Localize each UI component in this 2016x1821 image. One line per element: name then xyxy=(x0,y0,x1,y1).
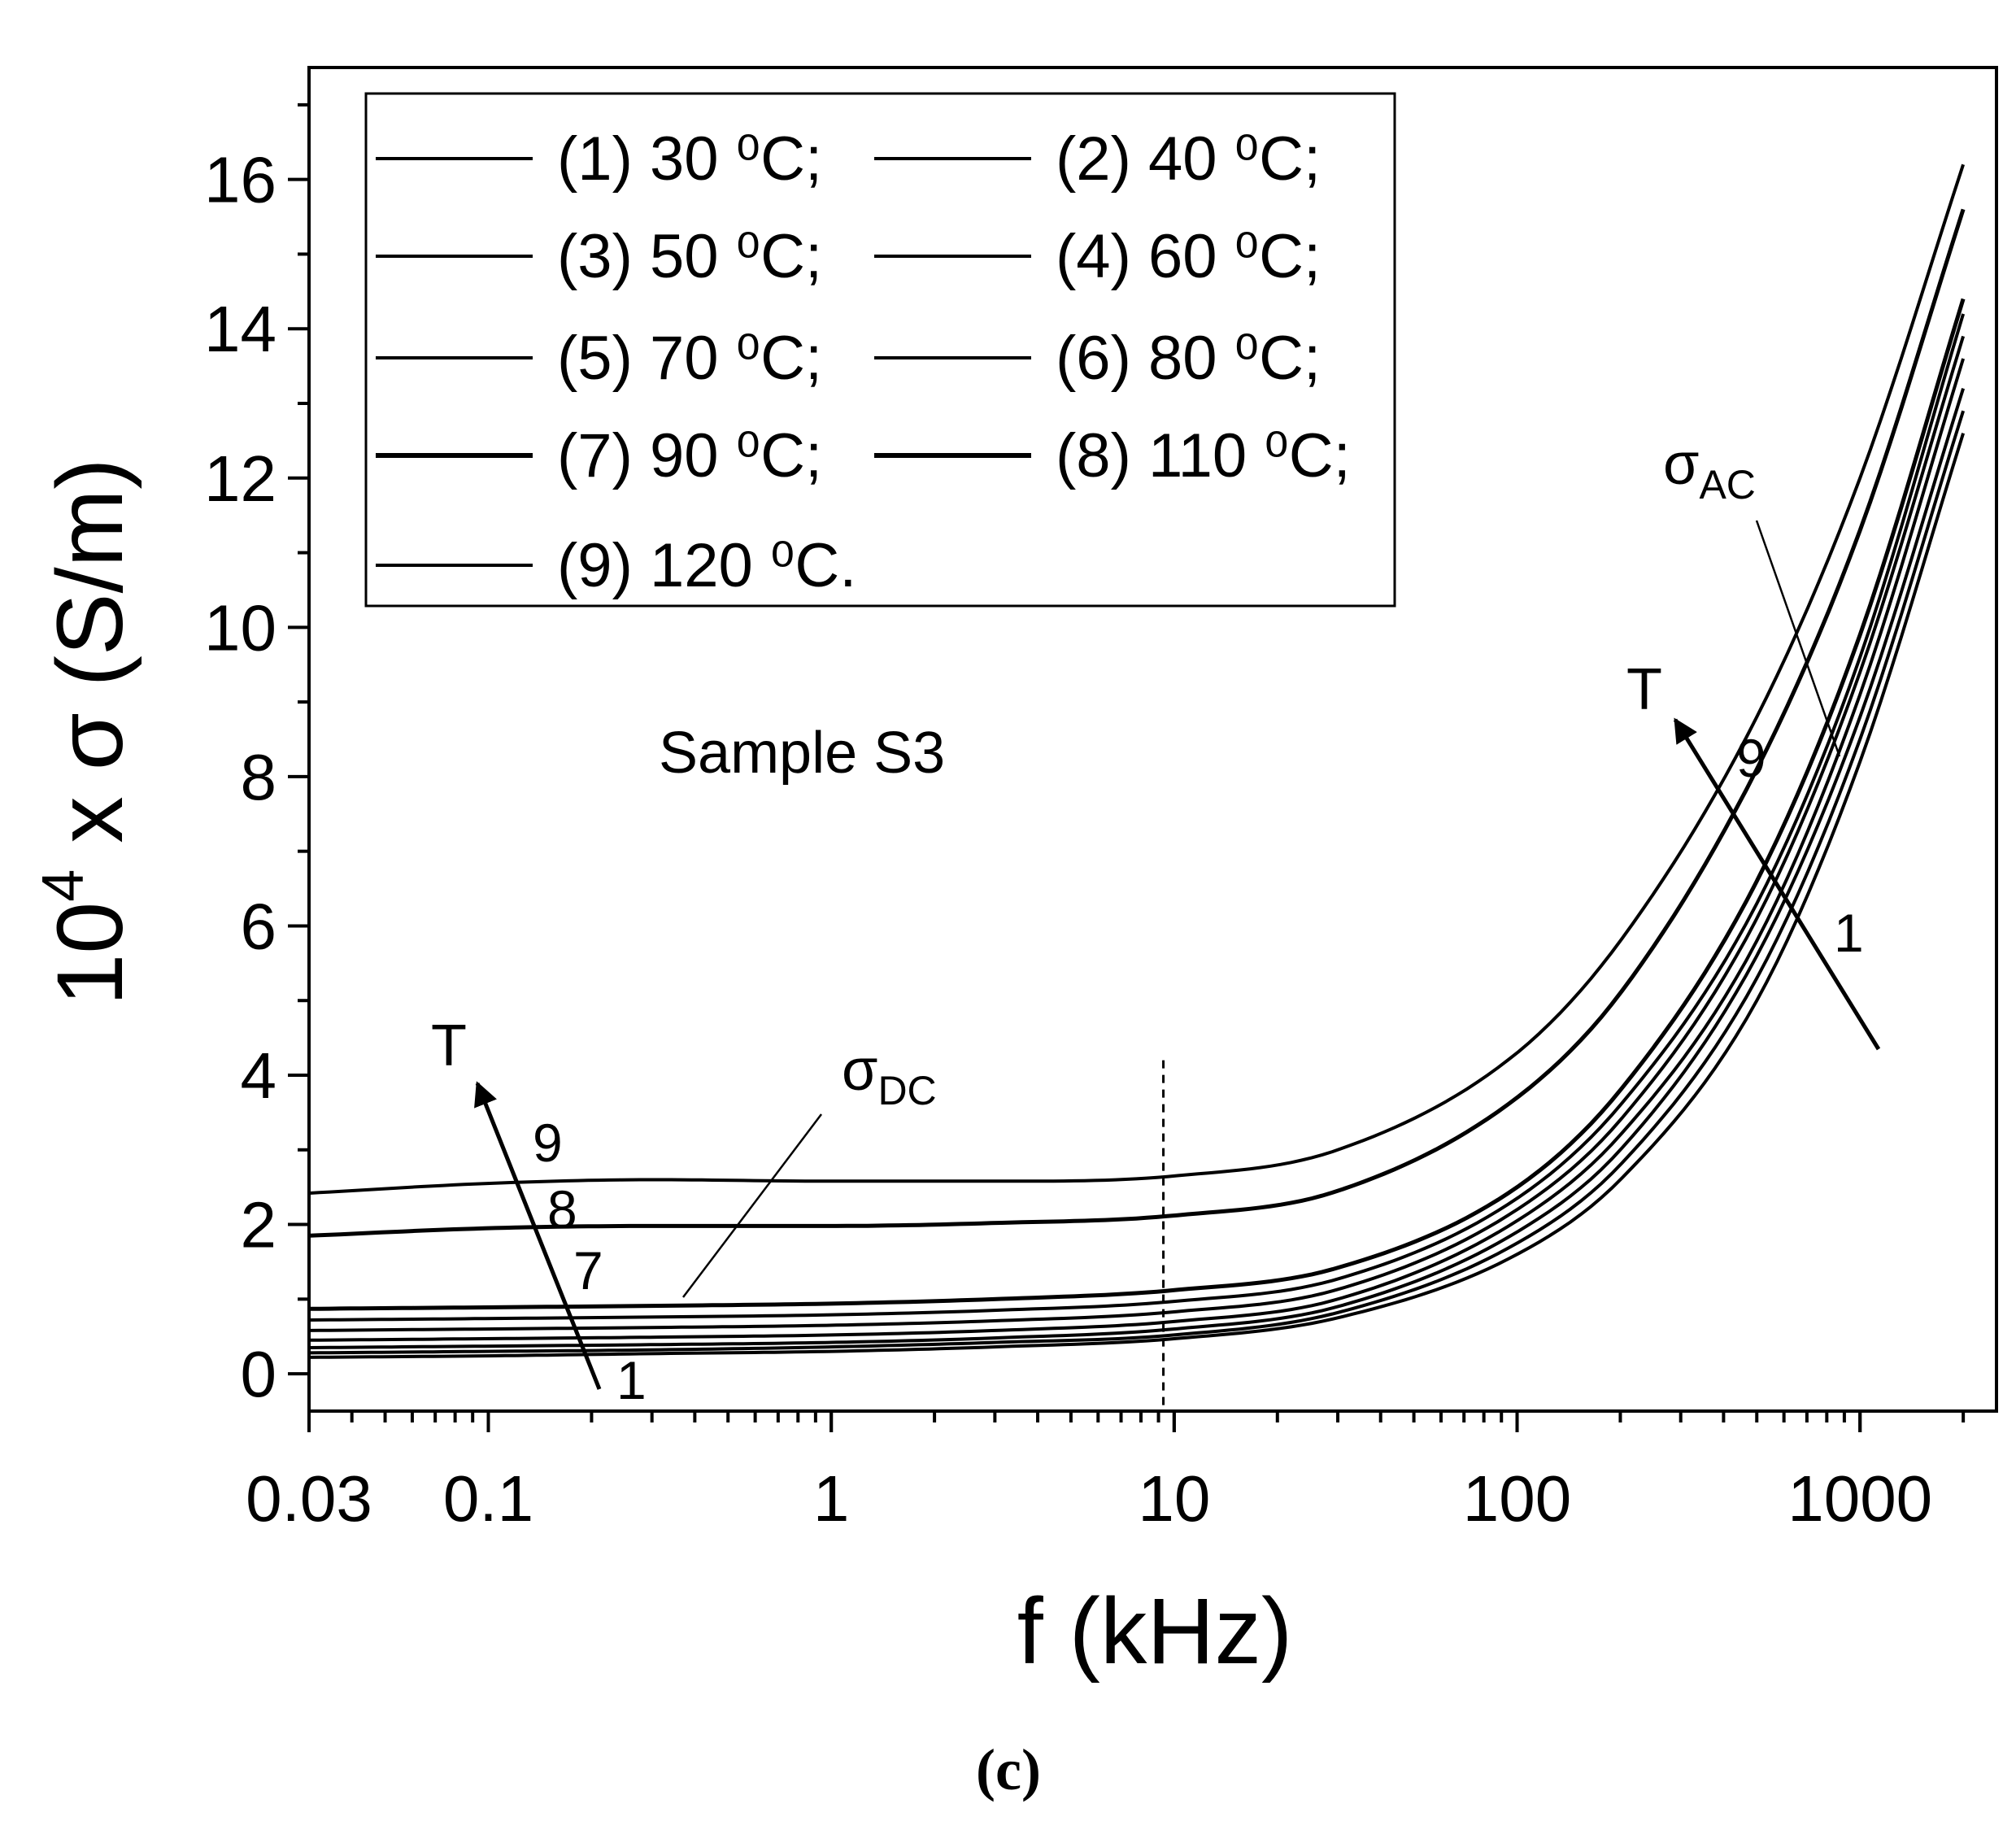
legend-label-7: (7) 90 ⁰C; xyxy=(557,421,822,490)
legend-box xyxy=(364,92,1396,608)
y-axis-label-sup: 4 xyxy=(31,869,96,902)
curve-label-8-low: 8 xyxy=(547,1179,577,1239)
y-axis-label-suffix: x σ (S/m) xyxy=(38,458,142,869)
sigma-dc-sub: DC xyxy=(877,1068,936,1113)
legend-label-2: (2) 40 ⁰C; xyxy=(1056,124,1321,194)
curve-label-7-low: 7 xyxy=(573,1240,603,1300)
sigma-ac-sub: AC xyxy=(1699,462,1755,508)
series-line-6 xyxy=(309,313,1966,1322)
legend-label-4: (4) 60 ⁰C; xyxy=(1056,222,1321,291)
legend-label-9: (9) 120 ⁰C. xyxy=(557,531,856,600)
y-axis-label: 104 x σ (S/m) xyxy=(31,458,142,1005)
series-line-9 xyxy=(309,163,1966,1195)
curve-label-1-high: 1 xyxy=(1834,903,1864,963)
y-tick-label: 14 xyxy=(204,293,276,365)
y-tick-label: 4 xyxy=(241,1039,277,1112)
y-tick-label: 16 xyxy=(204,144,276,216)
sigma-ac-main: σ xyxy=(1663,432,1699,497)
x-tick-label: 1000 xyxy=(1787,1462,1932,1535)
x-tick-label: 100 xyxy=(1463,1462,1571,1535)
x-tick-label: 0.1 xyxy=(443,1462,533,1535)
legend-label-5: (5) 70 ⁰C; xyxy=(557,324,822,393)
y-tick-label: 12 xyxy=(204,442,276,515)
sigma-dc-main: σ xyxy=(842,1038,877,1103)
x-axis-label: f (kHz) xyxy=(1017,1579,1293,1684)
series-line-4 xyxy=(309,358,1966,1342)
y-tick-label: 10 xyxy=(204,591,276,664)
temperature-arrow-high xyxy=(1673,717,1881,1051)
y-tick-label: 6 xyxy=(241,890,277,962)
plot-frame xyxy=(307,66,1998,1413)
x-tick-label: 10 xyxy=(1138,1462,1210,1535)
sample-label: Sample S3 xyxy=(659,721,945,786)
temperature-arrow-low xyxy=(474,1081,602,1390)
series-line-5 xyxy=(309,335,1966,1332)
y-axis-ticks: 0 2 4 6 8 10 12 14 16 xyxy=(204,102,309,1410)
curve-label-9-high: 9 xyxy=(1736,728,1766,788)
x-tick-label: 0.03 xyxy=(246,1462,372,1535)
legend: (1) 30 ⁰C; (2) 40 ⁰C; (3) 50 ⁰C; (4) 60 ⁰C;… xyxy=(376,124,1351,600)
legend-label-8: (8) 110 ⁰C; xyxy=(1056,421,1351,490)
series-line-8 xyxy=(309,208,1966,1238)
series-line-7 xyxy=(309,298,1966,1311)
sigma-dc-pointer xyxy=(682,1113,822,1298)
y-tick-label: 0 xyxy=(241,1338,277,1410)
t-label-low: T xyxy=(431,1013,467,1078)
sigma-ac-label: σAC xyxy=(1663,432,1756,508)
x-axis-ticks: 0.03 0.1 1 10 100 1000 xyxy=(246,1411,1966,1535)
legend-label-3: (3) 50 ⁰C; xyxy=(557,222,822,291)
legend-label-1: (1) 30 ⁰C; xyxy=(557,124,822,194)
curve-label-9-low: 9 xyxy=(533,1113,563,1173)
sigma-ac-pointer xyxy=(1755,520,1841,757)
curve-label-1-low: 1 xyxy=(616,1350,647,1410)
y-axis-label-prefix: 10 xyxy=(38,902,142,1006)
legend-label-6: (6) 80 ⁰C; xyxy=(1056,324,1321,393)
series-line-3 xyxy=(309,388,1966,1349)
y-tick-label: 8 xyxy=(241,741,277,813)
x-tick-label: 1 xyxy=(813,1462,850,1535)
y-tick-label: 2 xyxy=(241,1189,277,1261)
sigma-dc-label: σDC xyxy=(842,1038,937,1113)
panel-caption: (c) xyxy=(976,1737,1041,1802)
t-label-high: T xyxy=(1626,657,1662,722)
